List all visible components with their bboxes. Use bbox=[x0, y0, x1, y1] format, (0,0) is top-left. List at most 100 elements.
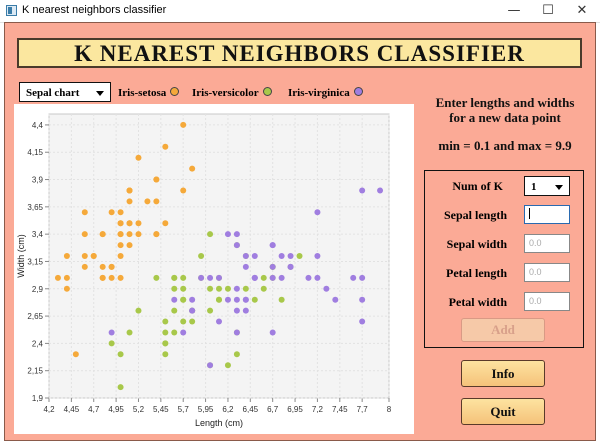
data-point-iris-virginica bbox=[305, 274, 312, 281]
y-tick-label: 1,9 bbox=[32, 394, 44, 403]
sepal-length-input[interactable] bbox=[524, 205, 570, 224]
data-point-iris-versicolor bbox=[189, 318, 196, 325]
x-axis-label: Length (cm) bbox=[195, 418, 243, 428]
y-axis-label: Width (cm) bbox=[16, 234, 26, 278]
data-point-iris-setosa bbox=[135, 154, 142, 161]
k-label: Num of K bbox=[452, 179, 503, 193]
data-point-iris-versicolor bbox=[171, 285, 178, 292]
y-tick-label: 3,65 bbox=[27, 203, 43, 212]
x-tick-label: 6,7 bbox=[267, 405, 279, 414]
data-point-iris-setosa bbox=[108, 274, 115, 281]
data-point-iris-setosa bbox=[144, 198, 151, 205]
legend-label: Iris-setosa bbox=[118, 87, 167, 99]
petal-width-label: Petal width bbox=[448, 295, 507, 309]
data-point-iris-setosa bbox=[81, 253, 88, 259]
chart-type-select[interactable]: Sepal chart bbox=[19, 82, 111, 102]
y-tick-label: 3,15 bbox=[27, 257, 43, 266]
data-point-iris-virginica bbox=[314, 209, 321, 216]
data-point-iris-setosa bbox=[135, 220, 142, 227]
quit-button[interactable]: Quit bbox=[461, 398, 545, 425]
data-point-iris-virginica bbox=[287, 263, 294, 270]
data-point-iris-versicolor bbox=[180, 318, 187, 325]
x-tick-label: 7,45 bbox=[332, 405, 348, 414]
data-point-iris-setosa bbox=[126, 242, 133, 249]
data-point-iris-versicolor bbox=[224, 285, 231, 292]
petal-length-label: Petal length bbox=[446, 266, 507, 280]
maximize-button[interactable]: ☐ bbox=[542, 3, 554, 18]
x-tick-label: 5,2 bbox=[133, 405, 145, 414]
info-button[interactable]: Info bbox=[461, 360, 545, 387]
data-point-iris-virginica bbox=[207, 274, 214, 281]
data-point-iris-virginica bbox=[332, 296, 339, 303]
x-tick-label: 4,95 bbox=[108, 405, 124, 414]
data-point-iris-setosa bbox=[180, 121, 187, 128]
data-point-iris-virginica bbox=[350, 274, 357, 281]
data-point-iris-setosa bbox=[126, 187, 133, 194]
data-point-iris-versicolor bbox=[207, 307, 214, 314]
data-point-iris-virginica bbox=[242, 253, 249, 259]
petal-length-input[interactable]: 0.0 bbox=[524, 263, 570, 282]
data-point-iris-setosa bbox=[180, 187, 187, 194]
y-tick-label: 3,4 bbox=[32, 230, 44, 239]
x-tick-label: 5,7 bbox=[178, 405, 190, 414]
x-tick-label: 6,95 bbox=[287, 405, 303, 414]
data-point-iris-virginica bbox=[251, 253, 258, 259]
k-select[interactable]: 1 bbox=[524, 176, 570, 196]
data-point-iris-virginica bbox=[269, 242, 276, 249]
data-point-iris-versicolor bbox=[278, 296, 285, 303]
data-point-iris-versicolor bbox=[260, 274, 267, 281]
data-point-iris-setosa bbox=[117, 220, 124, 227]
data-point-iris-setosa bbox=[54, 274, 61, 281]
data-point-iris-virginica bbox=[216, 274, 222, 281]
data-point-iris-virginica bbox=[198, 274, 205, 281]
legend-virginica: Iris-virginica bbox=[288, 87, 363, 99]
data-point-form bbox=[424, 170, 584, 348]
y-tick-label: 4,15 bbox=[27, 148, 43, 157]
page-title: K NEAREST NEIGHBORS CLASSIFIER bbox=[17, 38, 582, 68]
y-tick-label: 3,9 bbox=[32, 176, 44, 185]
data-point-iris-setosa bbox=[126, 220, 133, 227]
data-point-iris-setosa bbox=[99, 231, 106, 238]
y-tick-label: 4,4 bbox=[32, 121, 44, 130]
data-point-iris-virginica bbox=[233, 285, 240, 292]
add-button[interactable]: Add bbox=[461, 318, 545, 342]
x-tick-label: 6,2 bbox=[222, 405, 234, 414]
data-point-iris-versicolor bbox=[126, 329, 133, 336]
sepal-width-input[interactable]: 0.0 bbox=[524, 234, 570, 253]
data-point-iris-versicolor bbox=[135, 307, 142, 314]
x-tick-label: 4,7 bbox=[88, 405, 100, 414]
data-point-iris-setosa bbox=[117, 274, 124, 281]
plot-area bbox=[48, 113, 390, 399]
sepal-scatter-chart: 4,2 4,45 4,7 4,95 5,2 5,45 5,7 5,95 6,2 6,45 6,7 6,… bbox=[14, 104, 414, 434]
petal-width-input[interactable]: 0.0 bbox=[524, 292, 570, 311]
y-tick-label: 2,9 bbox=[32, 285, 44, 294]
data-point-iris-virginica bbox=[359, 187, 366, 194]
data-point-iris-versicolor bbox=[180, 274, 187, 281]
legend-versicolor-dot-icon bbox=[262, 87, 272, 96]
data-point-iris-setosa bbox=[153, 198, 160, 205]
data-point-iris-virginica bbox=[171, 296, 178, 303]
data-point-iris-setosa bbox=[153, 176, 160, 183]
data-point-iris-setosa bbox=[162, 143, 169, 150]
data-point-iris-setosa bbox=[72, 351, 79, 358]
data-point-iris-virginica bbox=[278, 253, 285, 259]
data-point-iris-setosa bbox=[81, 231, 88, 238]
data-point-iris-setosa bbox=[117, 242, 124, 249]
data-point-iris-versicolor bbox=[180, 296, 187, 303]
data-point-iris-versicolor bbox=[153, 274, 160, 281]
minimize-button[interactable]: — bbox=[507, 3, 521, 18]
data-point-iris-setosa bbox=[81, 209, 88, 216]
data-point-iris-virginica bbox=[359, 296, 366, 303]
data-point-iris-setosa bbox=[189, 165, 196, 172]
data-point-iris-virginica bbox=[314, 274, 321, 281]
data-point-iris-setosa bbox=[126, 198, 133, 205]
data-point-iris-setosa bbox=[126, 231, 133, 238]
data-point-iris-virginica bbox=[377, 187, 384, 194]
data-point-iris-virginica bbox=[233, 231, 240, 238]
close-button[interactable]: ✕ bbox=[576, 3, 588, 18]
instructions-line1: Enter lengths and widths bbox=[435, 95, 575, 110]
data-point-iris-versicolor bbox=[180, 285, 187, 292]
instructions-line2: for a new data point bbox=[449, 110, 561, 125]
caret bbox=[529, 208, 530, 219]
data-point-iris-virginica bbox=[224, 231, 231, 238]
